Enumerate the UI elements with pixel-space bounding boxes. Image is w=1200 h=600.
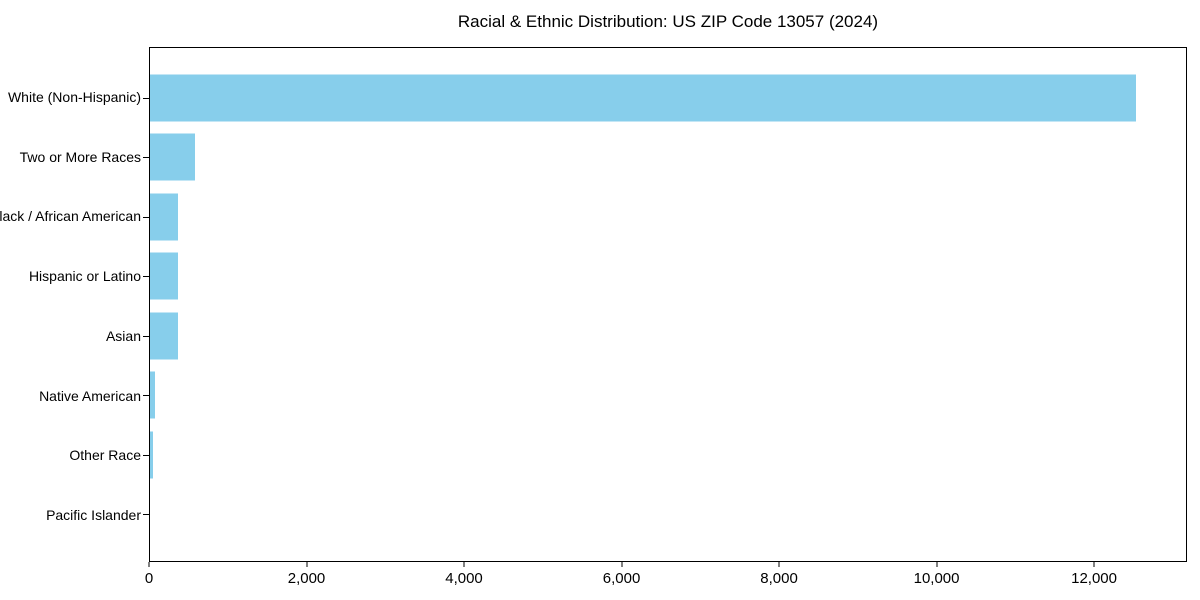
chart-title: Racial & Ethnic Distribution: US ZIP Cod… bbox=[457, 12, 879, 31]
x-tick-mark bbox=[463, 562, 465, 567]
x-tick-mark bbox=[778, 562, 780, 567]
plot-area bbox=[143, 47, 1187, 562]
x-tick-label: 6,000 bbox=[602, 570, 641, 587]
y-tick-mark bbox=[143, 157, 149, 159]
bar-black-african-american bbox=[150, 193, 179, 241]
y-axis-label: Hispanic or Latino bbox=[28, 268, 141, 285]
x-tick-mark bbox=[306, 562, 307, 567]
y-tick-mark bbox=[143, 335, 149, 337]
y-axis-label: Asian bbox=[105, 327, 141, 344]
y-tick-mark bbox=[143, 454, 149, 456]
y-axis-label: Black / African American bbox=[0, 208, 141, 225]
bar-two-or-more-races bbox=[150, 133, 195, 181]
bar-white-non-hispanic bbox=[150, 74, 1136, 122]
x-tick-label: 10,000 bbox=[913, 570, 960, 587]
x-tick-mark bbox=[148, 562, 150, 567]
bar-row bbox=[143, 187, 1186, 247]
y-axis-label: Native American bbox=[39, 387, 141, 404]
y-axis-label: Other Race bbox=[69, 447, 141, 464]
plot-rows bbox=[143, 48, 1186, 561]
x-tick-label: 12,000 bbox=[1071, 570, 1118, 587]
x-tick-mark bbox=[936, 562, 938, 567]
y-tick-mark bbox=[143, 276, 149, 278]
y-axis-label: Pacific Islander bbox=[46, 507, 141, 524]
y-axis-label: White (Non-Hispanic) bbox=[7, 88, 141, 105]
x-tick-label: 2,000 bbox=[287, 570, 326, 587]
bar-row bbox=[143, 247, 1186, 307]
x-tick-label: 0 bbox=[144, 570, 154, 587]
bar-row bbox=[143, 128, 1186, 188]
y-tick-mark bbox=[143, 216, 149, 218]
bar-row bbox=[143, 68, 1186, 128]
bar-hispanic-or-latino bbox=[150, 252, 179, 300]
bar-row bbox=[143, 306, 1186, 366]
bar-other-race bbox=[150, 431, 153, 479]
y-tick-mark bbox=[143, 514, 149, 516]
x-tick-mark bbox=[621, 562, 623, 567]
bar-row bbox=[143, 366, 1186, 426]
bar-asian bbox=[150, 312, 178, 360]
x-tick-label: 8,000 bbox=[760, 570, 798, 587]
x-axis: 0 2,000 4,000 6,000 8,000 10,000 12,000 bbox=[145, 561, 1187, 600]
y-tick-mark bbox=[143, 97, 149, 99]
bar-native-american bbox=[150, 371, 155, 419]
bar-row bbox=[143, 425, 1186, 485]
x-tick-mark bbox=[1093, 562, 1095, 567]
y-axis-label: Two or More Races bbox=[19, 148, 141, 165]
x-tick-label: 4,000 bbox=[445, 570, 483, 587]
bar-row bbox=[143, 485, 1186, 545]
y-tick-mark bbox=[143, 395, 149, 397]
y-axis-labels: White (Non-Hispanic) Two or More Races Bla… bbox=[0, 47, 141, 562]
